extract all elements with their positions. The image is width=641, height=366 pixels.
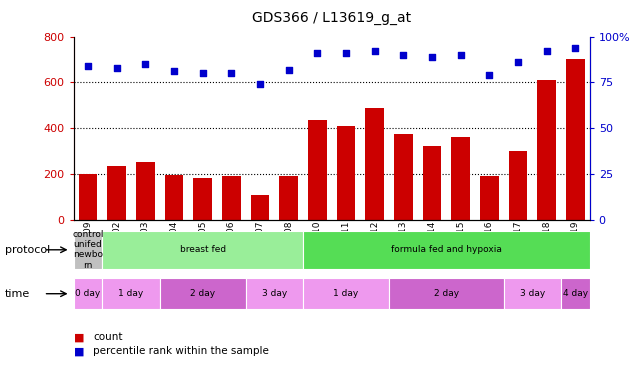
- Bar: [251, 195, 269, 220]
- Text: 1 day: 1 day: [333, 289, 359, 298]
- Bar: [509, 151, 528, 220]
- Point: [112, 65, 122, 71]
- Text: 3 day: 3 day: [520, 289, 545, 298]
- Point: [283, 67, 294, 72]
- Bar: [79, 174, 97, 220]
- Point: [456, 52, 466, 58]
- Text: percentile rank within the sample: percentile rank within the sample: [93, 346, 269, 356]
- Bar: [194, 178, 212, 220]
- Text: 0 day: 0 day: [76, 289, 101, 298]
- Text: control
unifed
newbo
rn: control unifed newbo rn: [72, 230, 104, 270]
- Bar: [108, 166, 126, 220]
- Text: breast fed: breast fed: [179, 245, 226, 254]
- Bar: [389, 278, 504, 309]
- Bar: [303, 231, 590, 269]
- Text: count: count: [93, 332, 122, 343]
- Point: [427, 54, 437, 60]
- Point: [169, 68, 179, 74]
- Point: [484, 72, 494, 78]
- Bar: [394, 134, 413, 220]
- Bar: [480, 176, 499, 220]
- Point: [197, 70, 208, 76]
- Text: 4 day: 4 day: [563, 289, 588, 298]
- Point: [140, 61, 151, 67]
- Bar: [160, 278, 246, 309]
- Bar: [337, 126, 355, 220]
- Point: [542, 48, 552, 54]
- Bar: [451, 137, 470, 220]
- Text: formula fed and hypoxia: formula fed and hypoxia: [391, 245, 502, 254]
- Text: 2 day: 2 day: [190, 289, 215, 298]
- Bar: [103, 278, 160, 309]
- Text: 2 day: 2 day: [434, 289, 459, 298]
- Bar: [165, 175, 183, 220]
- Bar: [308, 120, 327, 220]
- Point: [312, 50, 322, 56]
- Bar: [365, 108, 384, 220]
- Point: [226, 70, 237, 76]
- Text: 3 day: 3 day: [262, 289, 287, 298]
- Text: protocol: protocol: [5, 245, 51, 255]
- Bar: [561, 278, 590, 309]
- Bar: [303, 278, 389, 309]
- Text: ■: ■: [74, 346, 84, 356]
- Bar: [504, 278, 561, 309]
- Point: [398, 52, 408, 58]
- Bar: [279, 176, 298, 220]
- Bar: [136, 163, 154, 220]
- Text: GDS366 / L13619_g_at: GDS366 / L13619_g_at: [252, 11, 412, 25]
- Bar: [103, 231, 303, 269]
- Point: [570, 45, 581, 51]
- Bar: [566, 59, 585, 220]
- Text: time: time: [5, 289, 30, 299]
- Bar: [74, 231, 103, 269]
- Bar: [74, 278, 103, 309]
- Point: [370, 48, 380, 54]
- Point: [513, 59, 523, 65]
- Point: [83, 63, 93, 69]
- Text: 1 day: 1 day: [119, 289, 144, 298]
- Bar: [246, 278, 303, 309]
- Bar: [222, 176, 241, 220]
- Point: [255, 81, 265, 87]
- Bar: [422, 146, 442, 220]
- Text: ■: ■: [74, 332, 84, 343]
- Bar: [537, 80, 556, 220]
- Point: [341, 50, 351, 56]
